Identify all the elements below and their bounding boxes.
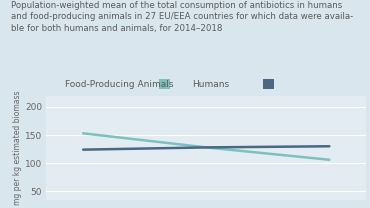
Text: Humans: Humans bbox=[192, 80, 229, 89]
Text: Food-Producing Animals: Food-Producing Animals bbox=[65, 80, 173, 89]
Y-axis label: mg per kg estimated biomass: mg per kg estimated biomass bbox=[13, 90, 22, 205]
Text: Population-weighted mean of the total consumption of antibiotics in humans
and f: Population-weighted mean of the total co… bbox=[11, 1, 353, 33]
